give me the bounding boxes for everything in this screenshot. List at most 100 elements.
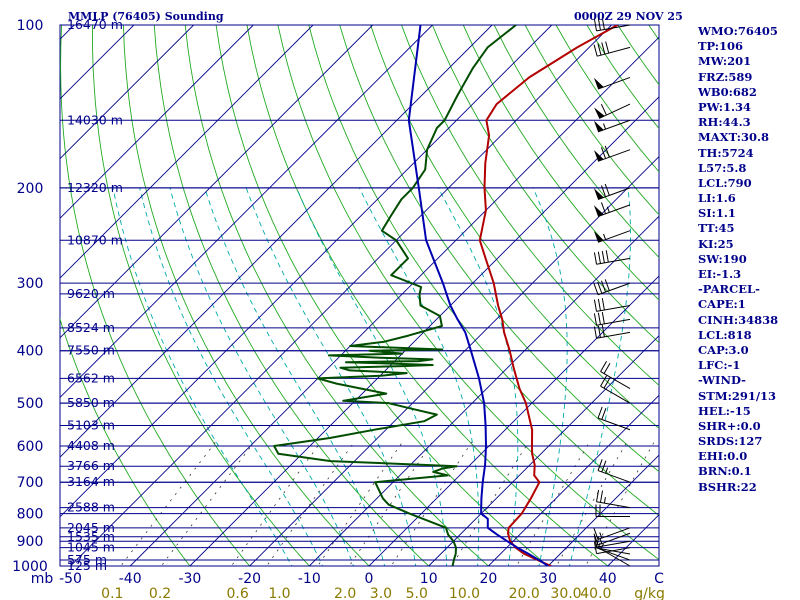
wind-barb: [597, 542, 631, 561]
isotherm: [60, 25, 254, 219]
isotherm: [60, 25, 314, 279]
wind-barb: [593, 279, 631, 296]
wind-barb: [593, 119, 631, 133]
index-item: L57:5.8: [698, 160, 747, 175]
moist-adiabat: [139, 187, 324, 566]
isotherm: [428, 335, 659, 566]
index-item: HEL:-15: [698, 403, 751, 418]
moist-adiabat: [112, 187, 293, 566]
index-item: SHR+:0.0: [698, 418, 761, 433]
index-item: SI:1.1: [698, 206, 736, 221]
mixing-ratio-label: 1.0: [268, 586, 290, 600]
pressure-tick-label: 600: [17, 439, 44, 455]
dry-adiabat: [153, 25, 430, 566]
dry-adiabat: [60, 25, 251, 566]
x-tick-label: -40: [119, 571, 142, 587]
pressure-tick-label: 100: [17, 18, 44, 34]
index-item: TP:106: [698, 39, 744, 54]
wind-barb: [593, 41, 631, 57]
dry-adiabat: [184, 25, 490, 566]
isotherm: [488, 394, 659, 566]
mixing-ratio-label: 0.1: [101, 586, 123, 600]
height-label: 12320 m: [67, 180, 123, 195]
x-axis-unit-label: mb: [31, 571, 54, 587]
height-label: 9620 m: [67, 286, 115, 301]
height-label: 16470 m: [67, 17, 123, 32]
mixing-ratio-line: [317, 441, 403, 566]
wind-barb: [593, 145, 631, 162]
wind-barb: [593, 298, 631, 312]
isotherm: [129, 36, 659, 566]
mixing-ratio-label: 0.6: [227, 586, 249, 600]
mixing-ratio-line: [585, 441, 655, 566]
index-item: MAXT:30.8: [698, 130, 769, 145]
mixing-ratio-label: 5.0: [406, 586, 428, 600]
pressure-tick-label: 800: [17, 507, 44, 523]
dry-adiabat: [493, 25, 659, 259]
height-label: 5103 m: [67, 418, 115, 433]
height-label: 4408 m: [67, 438, 115, 453]
index-item: WMO:76405: [698, 24, 778, 38]
height-label: 3164 m: [67, 474, 115, 489]
indices-panel: WMO:76405 TP:106 MW:201 FRZ:589 WB0:682 PW:1.…: [698, 24, 798, 495]
isotherm: [70, 25, 612, 566]
index-item: BRN:0.1: [698, 464, 752, 479]
x-tick-label: -50: [59, 571, 82, 587]
mixing-ratio-label: 20.0: [509, 586, 540, 600]
index-item: SRDS:127: [698, 434, 763, 449]
x-tick-label: 10: [420, 571, 438, 587]
x-tick-label: -30: [178, 571, 201, 587]
series-parcel: [407, 25, 549, 566]
index-item: EI:-1.3: [698, 267, 742, 281]
isotherm: [60, 25, 493, 458]
series-temperature: [478, 25, 618, 566]
mixing-ratio-line: [348, 441, 433, 566]
x-tick-label: -10: [298, 571, 321, 587]
pressure-tick-label: 900: [17, 534, 44, 550]
index-item: LCL:790: [698, 175, 752, 190]
index-item: MW:201: [698, 54, 752, 69]
dry-adiabat: [370, 25, 659, 429]
index-item: WB0:682: [698, 84, 757, 99]
height-label: 6562 m: [67, 370, 115, 385]
wind-barb: [593, 541, 631, 555]
wind-barbs: [593, 17, 631, 567]
index-item: -PARCEL-: [698, 282, 760, 297]
mixing-ratio-label: 0.2: [149, 586, 171, 600]
wind-barb: [594, 103, 631, 119]
dry-adiabat: [431, 25, 659, 344]
pressure-tick-label: 400: [17, 344, 44, 360]
height-label: 2588 m: [67, 500, 115, 515]
chart-grid: [0, 25, 659, 566]
moist-adiabat: [358, 187, 480, 566]
height-label: 3766 m: [67, 458, 115, 473]
height-label: 125 m: [67, 558, 107, 573]
isotherm: [60, 25, 433, 399]
wind-barb: [593, 250, 631, 265]
moist-adiabat: [245, 187, 417, 566]
wind-barb: [595, 504, 630, 517]
pressure-tick-label: 1000: [12, 559, 48, 575]
isotherm: [0, 25, 15, 566]
height-label: 8524 m: [67, 320, 115, 335]
index-item: BSHR:22: [698, 479, 757, 494]
pressure-tick-label: 500: [17, 396, 44, 412]
wind-barb: [600, 360, 631, 390]
x-axis-corner-label: C: [654, 571, 664, 587]
station-title: MMLP (76405) Sounding: [68, 10, 224, 23]
series-dewpoint: [273, 25, 517, 566]
wind-barb: [597, 459, 631, 483]
sounding-time: 0000Z 29 NOV 25: [574, 10, 683, 23]
wind-barb: [593, 76, 631, 90]
mixing-ratio-label: g/kg: [634, 586, 665, 600]
isotherm: [189, 96, 659, 566]
wind-barb: [593, 202, 631, 217]
mixing-ratio-line: [120, 441, 216, 566]
pressure-tick-label: 700: [17, 475, 44, 491]
mixing-ratio-label: 10.0: [449, 586, 480, 600]
isotherm: [60, 25, 553, 518]
dry-adiabat: [462, 25, 659, 301]
wind-barb: [593, 311, 631, 326]
isotherm: [60, 25, 194, 160]
